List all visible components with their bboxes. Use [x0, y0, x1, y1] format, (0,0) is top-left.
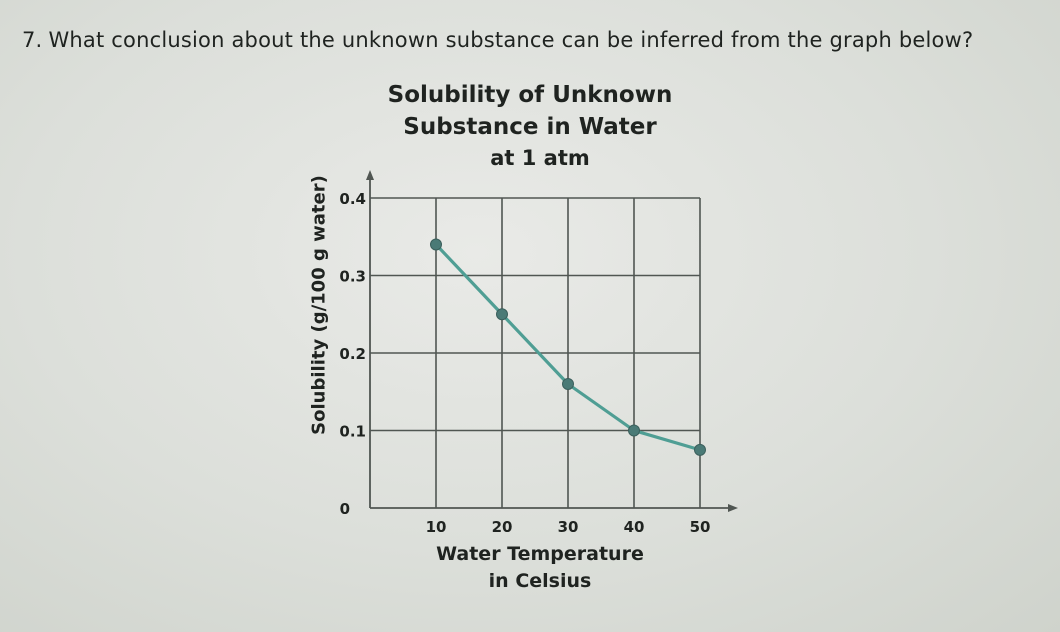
- data-point-30: [562, 378, 574, 390]
- y-tick-label-0.1: 0.1: [339, 423, 366, 441]
- chart-grid: [370, 197, 701, 508]
- y-tick-label-0.2: 0.2: [339, 345, 366, 363]
- chart-title-line-1: Solubility of Unknown: [387, 82, 673, 108]
- x-tick-label-40: 40: [624, 518, 645, 536]
- chart-tick-labels: 0 0.1 0.2 0.3 0.4 10 20 30 40 50: [339, 190, 710, 536]
- x-tick-label-50: 50: [690, 518, 711, 536]
- x-tick-label-10: 10: [426, 518, 447, 536]
- chart-title-line-3: at 1 atm: [490, 146, 590, 170]
- question-text: 7. What conclusion about the unknown subs…: [22, 28, 1042, 52]
- data-point-10: [430, 238, 442, 251]
- data-point-40: [628, 424, 640, 437]
- x-axis-title-line-2: in Celsius: [488, 570, 592, 592]
- y-axis-arrow: [366, 170, 374, 180]
- question-body: What conclusion about the unknown substa…: [48, 28, 974, 52]
- chart-title-line-2: Substance in Water: [403, 114, 657, 140]
- question-number: 7.: [22, 28, 43, 52]
- x-axis-arrow: [728, 504, 738, 512]
- data-point-50: [694, 443, 706, 456]
- x-tick-label-20: 20: [492, 518, 513, 536]
- data-point-20: [496, 308, 508, 321]
- chart-axes: [366, 170, 738, 512]
- y-tick-label-0.4: 0.4: [339, 190, 366, 208]
- y-tick-label-0: 0: [340, 500, 350, 518]
- x-axis-title-line-1: Water Temperature: [436, 543, 644, 565]
- y-tick-label-0.3: 0.3: [339, 268, 366, 286]
- x-tick-label-30: 30: [558, 518, 579, 536]
- chart-series: [430, 238, 706, 456]
